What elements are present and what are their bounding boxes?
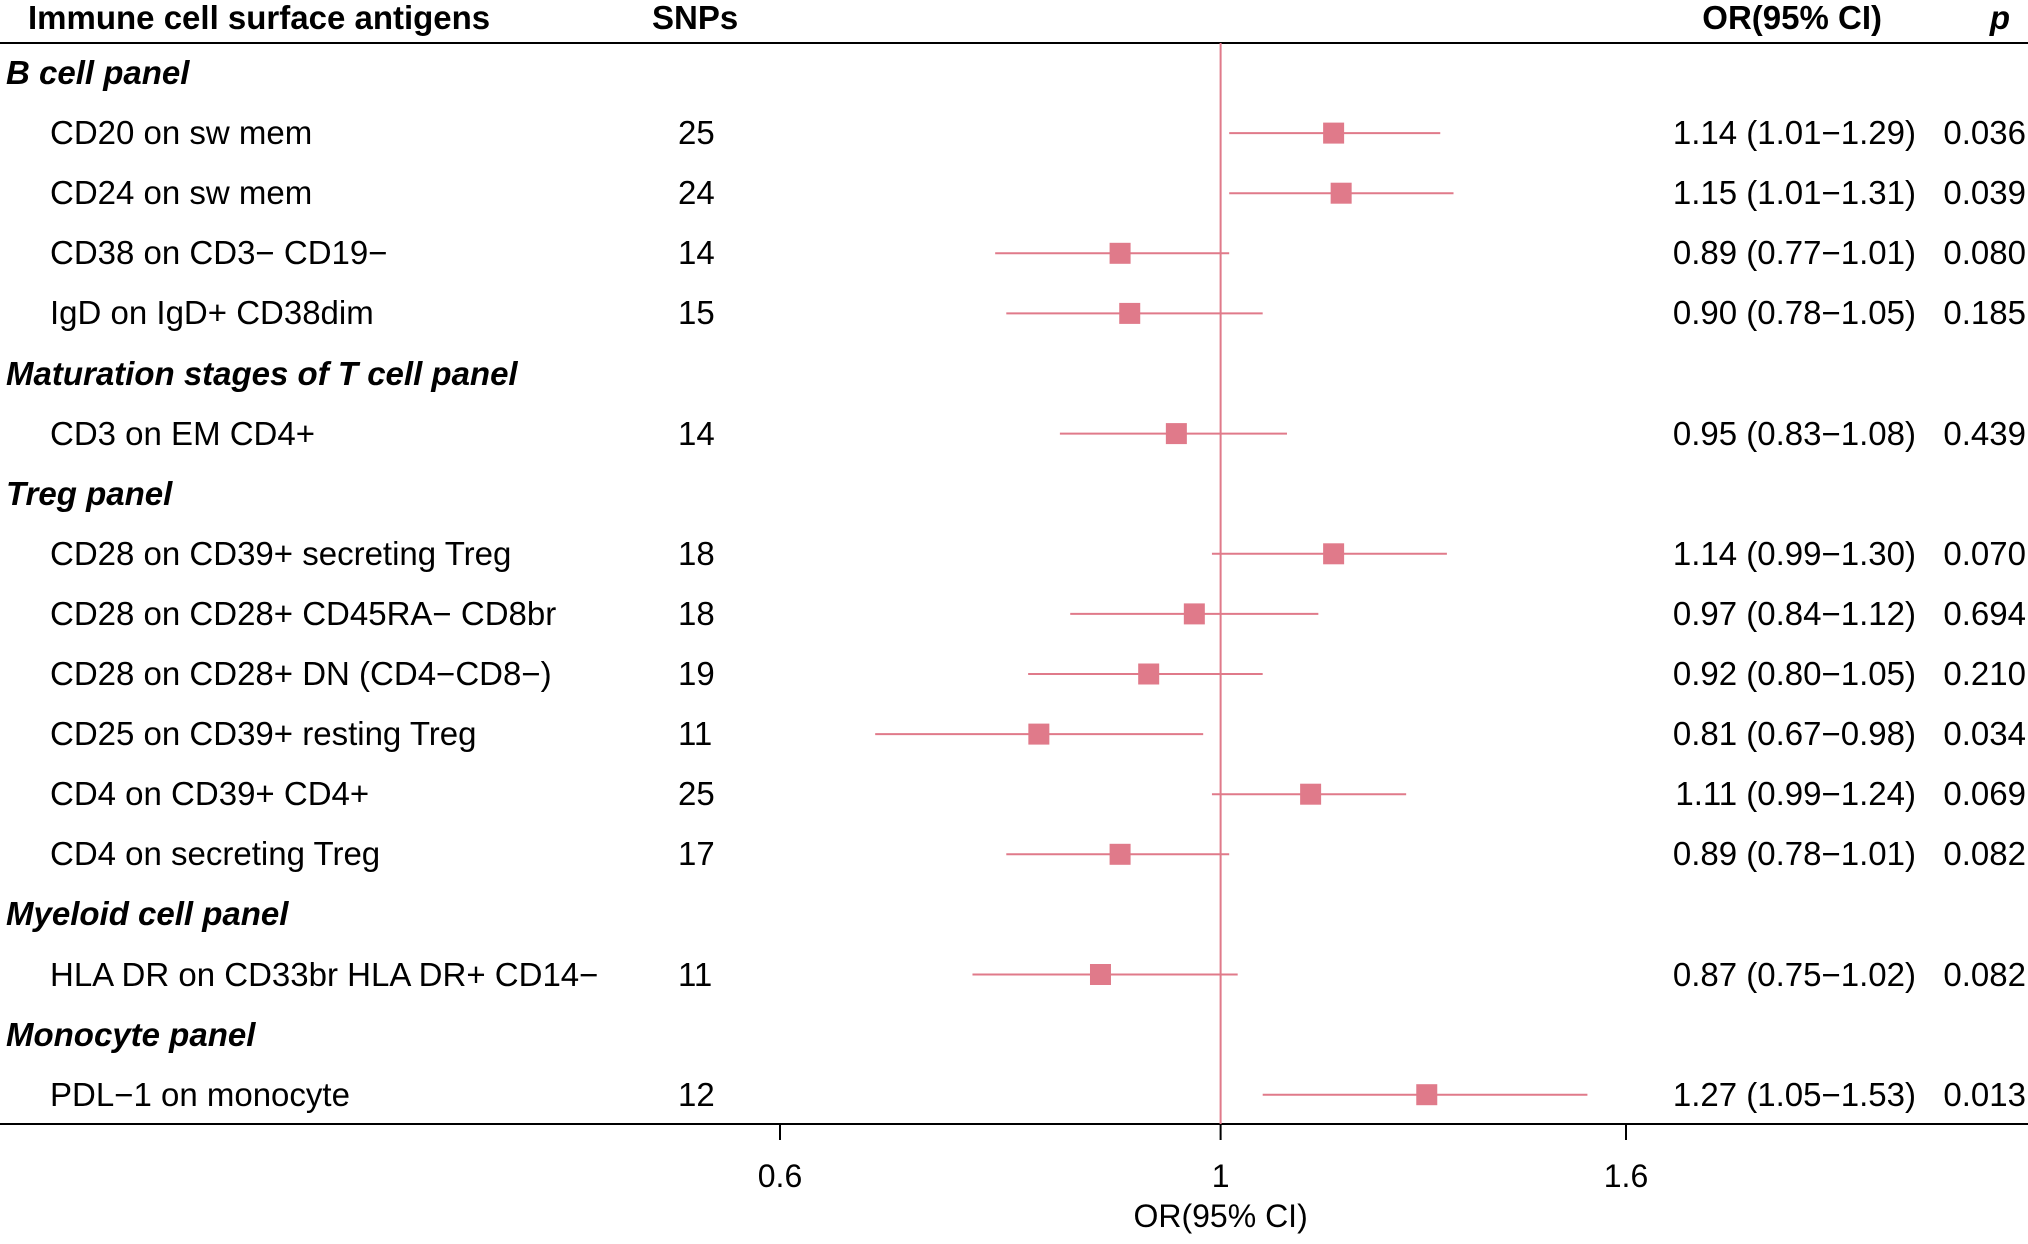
group-label: Myeloid cell panel [6, 895, 289, 933]
or-point [1300, 783, 1322, 805]
table-row: HLA DR on CD33br HLA DR+ CD14− 11 0.87 (0.… [0, 945, 2028, 1005]
or-ci-text: 0.97 (0.84−1.12) [1672, 594, 1916, 632]
p-value: 0.034 [1943, 715, 2026, 753]
snps-value: 14 [678, 414, 715, 452]
or-point [1028, 723, 1050, 745]
or-ci-text: 0.87 (0.75−1.02) [1672, 955, 1916, 993]
antigen-label: CD38 on CD3− CD19− [50, 234, 388, 272]
or-ci-text: 1.11 (0.99−1.24) [1675, 775, 1916, 813]
table-row: CD28 on CD28+ CD45RA− CD8br 18 0.97 (0.84−… [0, 584, 2028, 644]
p-value: 0.069 [1943, 775, 2026, 813]
p-value: 0.036 [1943, 114, 2026, 152]
or-point [1165, 423, 1187, 445]
x-tick-label: 1.6 [1603, 1158, 1649, 1194]
x-axis-ticks [779, 1124, 1627, 1140]
or-point [1089, 964, 1111, 985]
or-ci-text: 0.89 (0.78−1.01) [1672, 835, 1916, 873]
header-or: OR(95% CI) [1702, 0, 1882, 36]
snps-value: 15 [678, 294, 715, 332]
table-row: CD4 on secreting Treg 17 0.89 (0.78−1.01) 0… [0, 824, 2028, 884]
table-row: CD24 on sw mem 24 1.15 (1.01−1.31) 0.039 [0, 163, 2028, 223]
or-ci-text: 0.92 (0.80−1.05) [1672, 655, 1916, 692]
group-label: Maturation stages of T cell panel [6, 354, 518, 392]
p-value: 0.082 [1943, 835, 2026, 873]
snps-value: 25 [678, 775, 715, 813]
table-row: CD4 on CD39+ CD4+ 25 1.11 (0.99−1.24) 0.069 [0, 764, 2028, 824]
group-row-b-cell-panel: B cell panel [0, 43, 2028, 103]
x-tick-label: 1 [1211, 1158, 1230, 1194]
table-row: CD28 on CD28+ DN (CD4−CD8−) 19 0.92 (0.80−… [0, 644, 2028, 704]
antigen-label: CD4 on CD39+ CD4+ [50, 775, 370, 813]
snps-value: 12 [678, 1075, 715, 1113]
antigen-label: CD25 on CD39+ resting Treg [50, 715, 477, 753]
or-ci-text: 1.14 (1.01−1.29) [1672, 114, 1916, 152]
antigen-label: IgD on IgD+ CD38dim [50, 294, 374, 332]
snps-value: 11 [678, 715, 713, 753]
antigen-label: CD4 on secreting Treg [50, 835, 381, 873]
or-point [1138, 663, 1160, 685]
p-value: 0.210 [1943, 655, 2026, 692]
group-row-maturation-stages-of-t-cell-panel: Maturation stages of T cell panel [0, 344, 2028, 404]
table-row: CD20 on sw mem 25 1.14 (1.01−1.29) 0.036 [0, 103, 2028, 163]
p-value: 0.039 [1943, 174, 2026, 212]
or-ci-text: 1.15 (1.01−1.31) [1672, 174, 1916, 212]
or-ci-text: 0.81 (0.67−0.98) [1672, 715, 1916, 753]
or-point [1323, 122, 1345, 144]
or-ci-text: 0.89 (0.77−1.01) [1672, 234, 1916, 272]
antigen-label: HLA DR on CD33br HLA DR+ CD14− [50, 955, 599, 993]
header-antigens: Immune cell surface antigens [28, 0, 491, 36]
snps-value: 25 [678, 114, 715, 152]
snps-value: 11 [678, 955, 713, 993]
table-row: CD25 on CD39+ resting Treg 11 0.81 (0.67−0… [0, 704, 2028, 764]
table-row: CD38 on CD3− CD19− 14 0.89 (0.77−1.01) 0.08… [0, 223, 2028, 283]
or-point [1416, 1084, 1438, 1106]
antigen-label: CD28 on CD28+ CD45RA− CD8br [50, 594, 557, 632]
group-row-monocyte-panel: Monocyte panel [0, 1005, 2028, 1065]
antigen-label: CD3 on EM CD4+ [50, 414, 316, 452]
x-tick-label: 0.6 [757, 1158, 803, 1194]
header-snps: SNPs [652, 0, 739, 36]
p-value: 0.082 [1943, 955, 2026, 993]
table-row: CD28 on CD39+ secreting Treg 18 1.14 (0.99… [0, 524, 2028, 584]
antigen-label: CD28 on CD39+ secreting Treg [50, 534, 512, 572]
forest-marks [875, 122, 1588, 1106]
snps-value: 17 [678, 835, 715, 873]
antigen-label: PDL−1 on monocyte [50, 1075, 350, 1113]
antigen-label: CD20 on sw mem [50, 114, 313, 152]
p-value: 0.013 [1943, 1075, 2026, 1113]
p-value: 0.439 [1943, 414, 2026, 452]
group-row-treg-panel: Treg panel [0, 464, 2028, 524]
x-axis-label: OR(95% CI) [1133, 1198, 1308, 1234]
or-ci-text: 0.90 (0.78−1.05) [1672, 294, 1916, 332]
table-row: CD3 on EM CD4+ 14 0.95 (0.83−1.08) 0.439 [0, 404, 2028, 464]
p-value: 0.694 [1943, 594, 2026, 632]
p-value: 0.185 [1943, 294, 2026, 332]
antigen-label: CD24 on sw mem [50, 174, 313, 212]
p-value: 0.070 [1943, 534, 2026, 572]
table-row: PDL−1 on monocyte 12 1.27 (1.05−1.53) 0.013 [0, 1065, 2028, 1125]
or-point [1323, 543, 1345, 565]
header-p: p [1989, 0, 2010, 36]
p-value: 0.080 [1943, 234, 2026, 272]
or-point [1109, 843, 1131, 865]
snps-value: 19 [678, 655, 715, 692]
snps-value: 18 [678, 534, 715, 572]
group-label: B cell panel [6, 54, 190, 91]
or-point [1109, 242, 1131, 264]
snps-value: 24 [678, 174, 715, 212]
or-ci-text: 1.27 (1.05−1.53) [1672, 1075, 1916, 1113]
group-label: Monocyte panel [6, 1015, 256, 1053]
antigen-label: CD28 on CD28+ DN (CD4−CD8−) [50, 655, 552, 692]
or-point [1330, 182, 1352, 204]
group-row-myeloid-cell-panel: Myeloid cell panel [0, 884, 2028, 944]
snps-value: 18 [678, 594, 715, 632]
snps-value: 14 [678, 234, 715, 272]
group-label: Treg panel [6, 474, 173, 512]
or-point [1183, 603, 1205, 625]
or-point [1119, 302, 1141, 324]
table-row: IgD on IgD+ CD38dim 15 0.90 (0.78−1.05) 0.1… [0, 283, 2028, 343]
or-ci-text: 0.95 (0.83−1.08) [1672, 414, 1916, 452]
or-ci-text: 1.14 (0.99−1.30) [1672, 534, 1916, 572]
